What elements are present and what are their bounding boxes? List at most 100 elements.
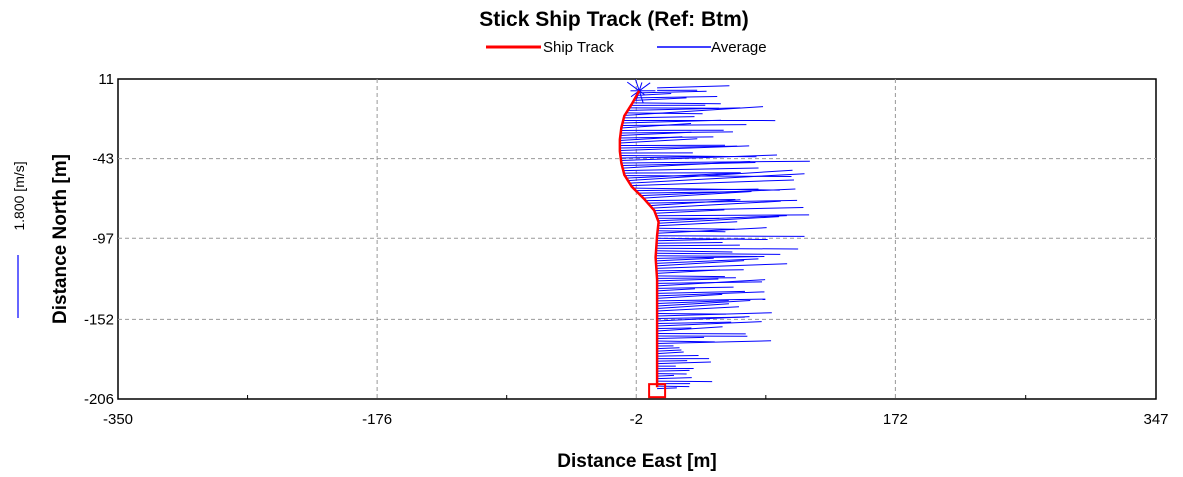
y-tick-label: -43 bbox=[92, 151, 114, 168]
start-star-ray bbox=[638, 82, 643, 91]
velocity-scale: 1.800 [m/s] bbox=[11, 161, 27, 318]
average-stick bbox=[655, 209, 725, 214]
average-stick bbox=[621, 160, 810, 164]
average-stick bbox=[657, 351, 684, 355]
average-stick bbox=[621, 124, 747, 126]
start-star-ray bbox=[638, 90, 644, 103]
average-stick bbox=[657, 316, 750, 322]
chart-title: Stick Ship Track (Ref: Btm) bbox=[479, 8, 749, 31]
average-stick bbox=[656, 214, 810, 217]
average-stick bbox=[657, 227, 767, 234]
ship-track-line bbox=[618, 90, 660, 388]
average-stick bbox=[621, 122, 692, 129]
x-tick-label: 347 bbox=[1143, 411, 1168, 428]
average-stick bbox=[656, 250, 733, 253]
average-stick bbox=[657, 306, 740, 312]
average-stick bbox=[635, 96, 718, 99]
y-tick-label: 11 bbox=[98, 71, 114, 88]
average-stick bbox=[657, 298, 766, 302]
average-stick bbox=[657, 361, 711, 365]
average-stick bbox=[657, 303, 730, 309]
average-stick bbox=[623, 167, 759, 172]
legend: Ship Track Average bbox=[486, 39, 767, 56]
average-stick bbox=[656, 241, 723, 244]
start-star-ray bbox=[635, 79, 640, 91]
x-tick-label: -176 bbox=[362, 411, 392, 428]
average-stick bbox=[652, 200, 781, 209]
average-stick bbox=[619, 136, 683, 141]
average-stick bbox=[657, 277, 736, 279]
average-stick bbox=[656, 244, 740, 247]
average-stick bbox=[656, 260, 745, 267]
average-stick bbox=[657, 377, 692, 380]
average-stick bbox=[658, 216, 780, 224]
average-stick bbox=[656, 238, 745, 242]
average-stick bbox=[655, 252, 781, 255]
average-stick bbox=[619, 145, 738, 149]
average-stick bbox=[656, 237, 768, 241]
x-axis-title: Distance East [m] bbox=[557, 451, 716, 472]
average-stick bbox=[627, 107, 741, 111]
average-stick bbox=[655, 258, 759, 264]
y-axis-title: Distance North [m] bbox=[50, 154, 71, 324]
average-stick bbox=[657, 300, 751, 307]
average-stick bbox=[621, 161, 756, 167]
average-stick bbox=[647, 199, 798, 204]
average-stick bbox=[657, 279, 766, 287]
average-stick bbox=[657, 288, 695, 292]
average-stick bbox=[645, 199, 736, 202]
average-stick bbox=[657, 293, 723, 299]
velocity-scale-label: 1.800 [m/s] bbox=[11, 161, 27, 230]
x-tick-label: -2 bbox=[630, 411, 643, 428]
average-stick bbox=[656, 269, 744, 272]
average-stick bbox=[657, 354, 699, 357]
average-stick bbox=[657, 321, 762, 327]
average-stick bbox=[656, 247, 799, 250]
y-tick-label: -206 bbox=[84, 391, 114, 408]
average-stick bbox=[635, 188, 759, 192]
x-tick-label: -350 bbox=[103, 411, 133, 428]
average-stick bbox=[657, 340, 772, 345]
series-lines bbox=[618, 90, 660, 388]
average-stick bbox=[629, 173, 805, 184]
average-stick bbox=[632, 102, 721, 105]
average-stick bbox=[657, 326, 723, 332]
average-stick bbox=[656, 269, 721, 274]
average-stick bbox=[657, 349, 682, 352]
track-markers bbox=[648, 383, 667, 399]
average-stick bbox=[657, 286, 734, 289]
average-stick bbox=[623, 116, 695, 119]
average-stick bbox=[657, 387, 677, 390]
legend-average-label: Average bbox=[711, 39, 767, 56]
average-stick bbox=[657, 291, 765, 297]
y-tick-labels: 11 -43 -97 -152 -206 bbox=[84, 71, 114, 408]
average-stick bbox=[638, 90, 707, 94]
average-stick bbox=[650, 199, 741, 207]
y-tick-label: -152 bbox=[84, 311, 114, 328]
average-stick bbox=[622, 119, 722, 124]
average-stick bbox=[657, 369, 690, 372]
x-tick-label: 172 bbox=[883, 411, 908, 428]
average-stick bbox=[658, 221, 738, 227]
y-tick-label: -97 bbox=[92, 230, 114, 247]
average-stick bbox=[643, 190, 752, 199]
average-stick bbox=[657, 321, 732, 324]
average-stick bbox=[627, 169, 793, 182]
x-tick-labels: -350 -176 -2 172 347 bbox=[103, 411, 1169, 428]
average-stick bbox=[657, 336, 705, 340]
average-stick bbox=[657, 227, 735, 230]
average-stick bbox=[654, 207, 804, 212]
average-stick bbox=[658, 215, 787, 222]
average-stick bbox=[633, 187, 780, 191]
average-stick bbox=[657, 347, 680, 350]
average-stick bbox=[619, 145, 750, 152]
average-stick bbox=[657, 85, 730, 89]
start-star-ray bbox=[626, 81, 640, 92]
average-stick bbox=[640, 188, 796, 197]
average-stick bbox=[655, 257, 714, 262]
average-stick bbox=[657, 290, 745, 294]
legend-ship-track-label: Ship Track bbox=[543, 39, 614, 56]
average-stick bbox=[622, 160, 751, 169]
start-star-ray bbox=[638, 82, 651, 92]
